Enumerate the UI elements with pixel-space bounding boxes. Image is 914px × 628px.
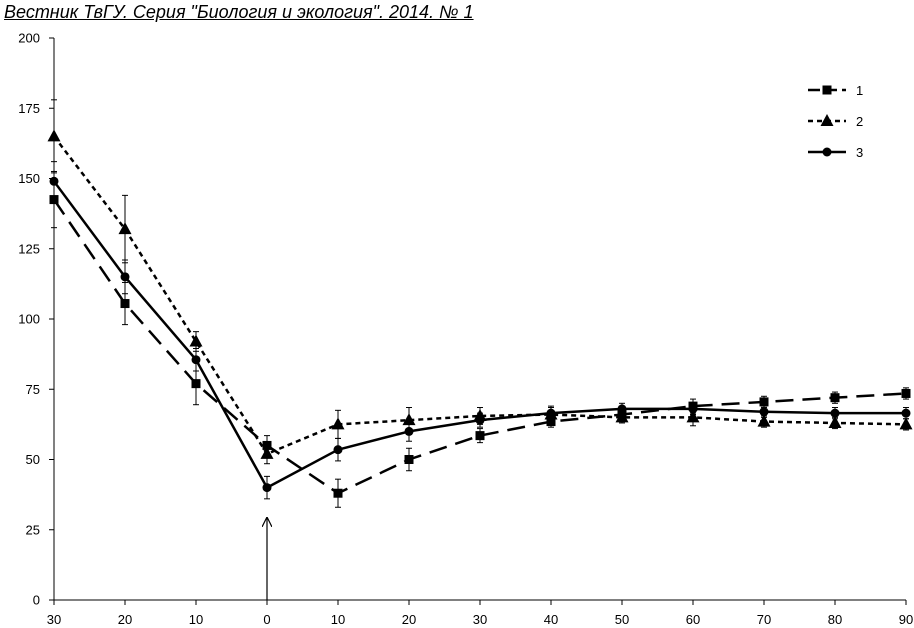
y-tick-label: 0 [33, 593, 40, 608]
series-line-1 [52, 198, 907, 495]
data-point-series-2 [686, 410, 700, 423]
data-point-series-2 [189, 334, 203, 347]
data-point-series-1 [830, 393, 840, 403]
legend: 1 2 3 [808, 83, 863, 160]
x-tick-label: 40 [544, 612, 558, 627]
y-tick-label: 175 [18, 101, 40, 116]
legend-label-1: 1 [856, 83, 863, 98]
data-point-series-1 [759, 397, 769, 407]
data-point-series-3 [404, 426, 414, 436]
x-tick-label: 90 [899, 612, 913, 627]
data-point-series-2 [331, 417, 345, 430]
error-bars [51, 99, 909, 508]
legend-label-3: 3 [856, 145, 863, 160]
data-markers [47, 129, 913, 498]
x-tick-label: 80 [828, 612, 842, 627]
data-point-series-1 [546, 417, 556, 427]
data-point-series-3 [759, 407, 769, 417]
data-point-series-1 [49, 195, 59, 205]
data-point-series-3 [830, 408, 840, 418]
legend-marker-1 [822, 85, 832, 95]
legend-marker-3 [822, 147, 832, 157]
x-tick-label: 60 [686, 612, 700, 627]
data-point-series-2 [615, 410, 629, 423]
data-point-series-3 [262, 483, 272, 493]
axes [49, 37, 907, 605]
y-tick-label: 25 [26, 522, 40, 537]
series-line-2 [53, 135, 907, 456]
data-point-series-3 [475, 415, 485, 425]
data-point-series-3 [546, 408, 556, 418]
data-point-series-2 [402, 413, 416, 426]
data-point-series-2 [260, 446, 274, 459]
data-point-series-1 [475, 431, 485, 441]
data-point-series-1 [262, 440, 272, 450]
x-tick-label: 10 [331, 612, 345, 627]
data-point-series-2 [47, 129, 61, 142]
data-point-series-2 [899, 417, 913, 430]
data-point-series-2 [828, 415, 842, 428]
y-tick-label: 200 [18, 31, 40, 46]
y-tick-label: 125 [18, 241, 40, 256]
x-tick-label: 30 [47, 612, 61, 627]
data-point-series-3 [617, 404, 627, 414]
y-tick-label: 150 [18, 171, 40, 186]
data-point-series-3 [333, 445, 343, 455]
data-point-series-1 [901, 388, 911, 398]
x-tick-label: 20 [402, 612, 416, 627]
data-point-series-2 [118, 222, 132, 235]
y-tick-label: 50 [26, 452, 40, 467]
data-point-series-2 [757, 414, 771, 427]
data-point-series-1 [120, 299, 130, 309]
journal-header: Вестник ТвГУ. Серия "Биология и экология… [4, 2, 474, 22]
data-point-series-1 [333, 488, 343, 498]
y-tick-label: 100 [18, 312, 40, 327]
x-tick-label: 70 [757, 612, 771, 627]
data-point-series-3 [688, 404, 698, 414]
data-point-series-3 [191, 355, 201, 365]
data-point-series-3 [901, 408, 911, 418]
x-tick-label: 50 [615, 612, 629, 627]
data-point-series-3 [120, 272, 130, 282]
y-tick-label: 75 [26, 382, 40, 397]
data-point-series-3 [49, 176, 59, 186]
data-point-series-1 [404, 455, 414, 464]
x-tick-label: 0 [263, 612, 270, 627]
x-tick-label: 30 [473, 612, 487, 627]
x-tick-label: 20 [118, 612, 132, 627]
x-tick-label: 10 [189, 612, 203, 627]
legend-label-2: 2 [856, 114, 863, 129]
legend-marker-2 [820, 114, 834, 126]
data-point-series-1 [191, 379, 201, 389]
